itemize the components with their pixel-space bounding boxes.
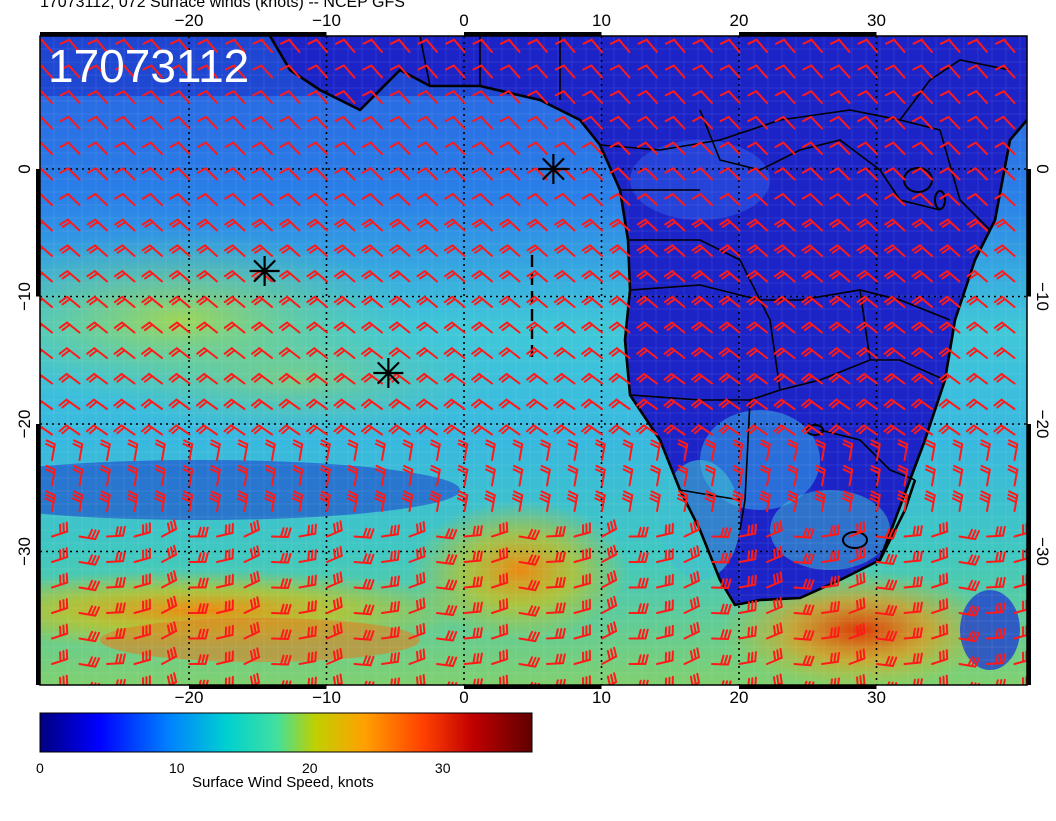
lat-tick-label-left: −20 xyxy=(15,410,34,439)
lon-tick-label: 30 xyxy=(867,688,886,707)
colorbar-tick-label: 0 xyxy=(36,760,44,776)
lat-tick-label-left: −30 xyxy=(15,537,34,566)
lon-tick-label: 0 xyxy=(459,11,468,30)
colorbar-tick-label: 10 xyxy=(169,760,185,776)
lat-tick-label-right: 0 xyxy=(1033,164,1052,173)
lat-tick-label-left: 0 xyxy=(15,164,34,173)
lon-tick-label: 0 xyxy=(459,688,468,707)
colorbar xyxy=(40,713,532,752)
lon-tick-label: 30 xyxy=(867,11,886,30)
lon-tick-label: −20 xyxy=(175,688,204,707)
lon-tick-label: −10 xyxy=(312,11,341,30)
storm-marker-3 xyxy=(373,358,403,388)
lat-tick-label-right: −10 xyxy=(1033,282,1052,311)
lat-tick-label-right: −20 xyxy=(1033,410,1052,439)
storm-marker-1 xyxy=(538,154,568,184)
storm-marker-2 xyxy=(250,256,280,286)
wind-speed-field xyxy=(0,36,1030,692)
lon-tick-label: −10 xyxy=(312,688,341,707)
lon-tick-label: 10 xyxy=(592,688,611,707)
lon-tick-label: 20 xyxy=(730,11,749,30)
lon-tick-label: 10 xyxy=(592,11,611,30)
colorbar-tick-label: 30 xyxy=(435,760,451,776)
lon-tick-label: 20 xyxy=(730,688,749,707)
lat-tick-label-left: −10 xyxy=(15,282,34,311)
date-stamp: 17073112 xyxy=(48,40,249,92)
colorbar-label: Surface Wind Speed, knots xyxy=(192,774,374,791)
figure-title: 17073112, 072 Surface winds (knots) -- N… xyxy=(40,0,405,12)
lon-tick-label: −20 xyxy=(175,11,204,30)
lat-tick-label-right: −30 xyxy=(1033,537,1052,566)
